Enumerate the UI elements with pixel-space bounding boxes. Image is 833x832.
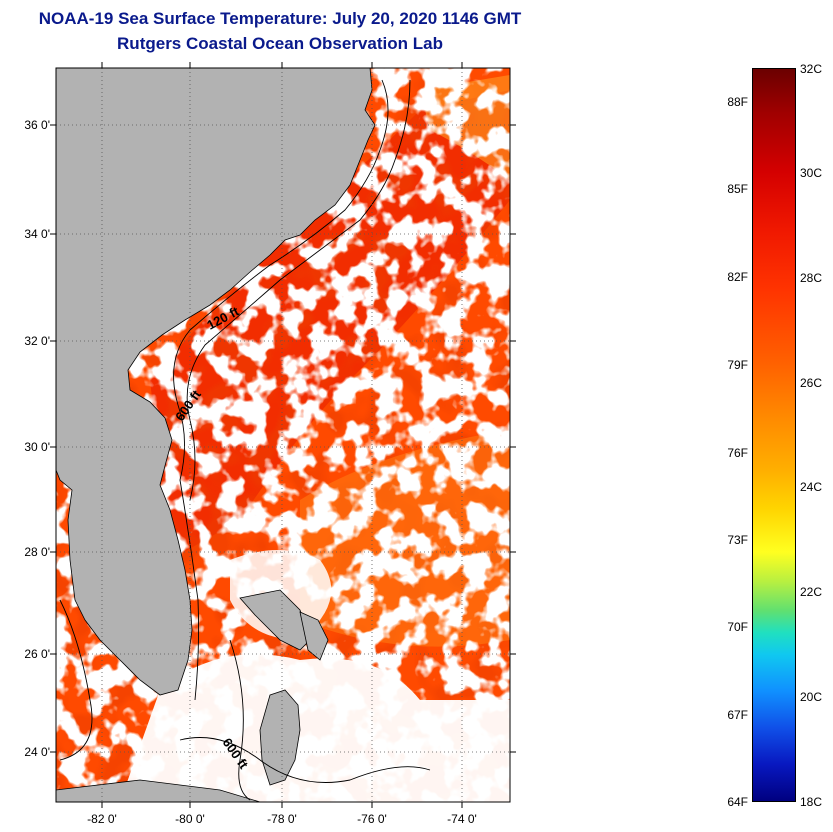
land-us — [56, 68, 376, 696]
lon-label: -80 0' — [175, 812, 205, 826]
colorbar-label-f: 88F — [727, 95, 748, 109]
lat-label: 32 0' — [24, 334, 50, 348]
land-cuba — [56, 779, 261, 802]
lon-label: -82 0' — [87, 812, 117, 826]
lat-label: 34 0' — [24, 227, 50, 241]
colorbar-label-f: 67F — [727, 708, 748, 722]
colorbar-label-c: 32C — [800, 62, 823, 76]
colorbar-label-f: 70F — [727, 620, 748, 634]
temperature-colorbar — [752, 68, 796, 802]
colorbar-label-f: 82F — [727, 270, 748, 284]
colorbar-label-c: 22C — [800, 585, 823, 599]
colorbar-label-c: 18C — [800, 795, 823, 809]
colorbar-label-f: 64F — [727, 795, 748, 809]
map-subtitle: Rutgers Coastal Ocean Observation Lab — [117, 34, 443, 53]
colorbar-label-f: 79F — [727, 358, 748, 372]
land-andros — [259, 689, 301, 786]
lon-label: -76 0' — [357, 812, 387, 826]
lat-label: 26 0' — [24, 647, 50, 661]
lat-label: 30 0' — [24, 440, 50, 454]
colorbar-label-c: 24C — [800, 480, 823, 494]
land-grand-bahama — [239, 589, 311, 651]
colorbar-label-c: 30C — [800, 166, 823, 180]
map-title: NOAA-19 Sea Surface Temperature: July 20… — [38, 9, 522, 28]
lat-label: 36 0' — [24, 118, 50, 132]
lat-label: 28 0' — [24, 545, 50, 559]
colorbar-label-c: 28C — [800, 271, 823, 285]
colorbar-label-f: 73F — [727, 533, 748, 547]
colorbar-label-f: 85F — [727, 182, 748, 196]
lon-label: -78 0' — [267, 812, 297, 826]
colorbar-label-c: 20C — [800, 690, 823, 704]
lon-label: -74 0' — [447, 812, 477, 826]
colorbar-label-c: 26C — [800, 376, 823, 390]
map-frame — [55, 67, 511, 803]
lat-label: 24 0' — [24, 745, 50, 759]
land-abaco — [299, 611, 329, 661]
colorbar-label-f: 76F — [727, 446, 748, 460]
